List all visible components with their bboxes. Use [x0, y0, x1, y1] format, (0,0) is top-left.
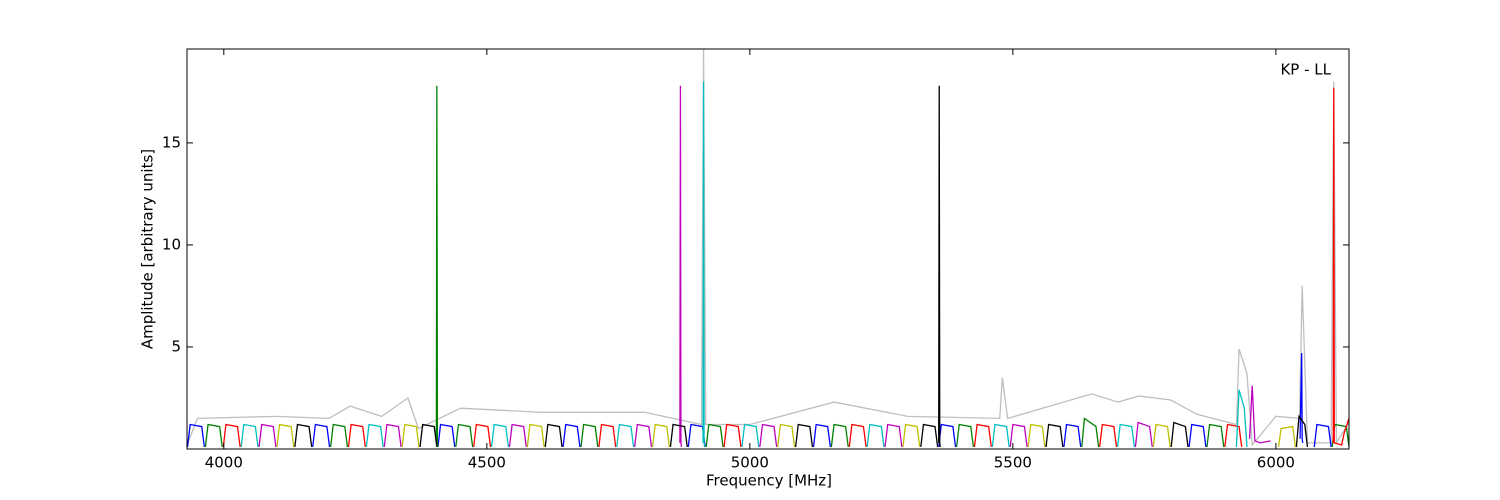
x-tick-label: 4500	[468, 454, 506, 472]
y-tick-label: 10	[162, 235, 181, 253]
x-axis-label: Frequency [MHz]	[706, 472, 832, 490]
y-axis-label: Amplitude [arbitrary units]	[139, 149, 157, 349]
y-tick-label: 5	[171, 337, 181, 355]
x-tick-label: 5000	[731, 454, 769, 472]
y-tick-label: 15	[162, 133, 181, 151]
spectrum-line	[187, 353, 1332, 448]
spectrum-line	[258, 85, 1271, 448]
x-tick-label: 5500	[994, 454, 1032, 472]
spectrum-line	[294, 85, 1309, 448]
spectrum-line	[240, 81, 1248, 448]
spectrum-line	[222, 87, 1349, 448]
spectrum-line	[204, 85, 1349, 448]
x-tick-label: 4000	[205, 454, 243, 472]
plot-frame	[186, 48, 1350, 450]
annotation: KP - LL	[1280, 61, 1331, 79]
spectrum-line	[187, 49, 1349, 447]
x-tick-label: 6000	[1257, 454, 1295, 472]
spectrum-line	[276, 423, 1296, 448]
